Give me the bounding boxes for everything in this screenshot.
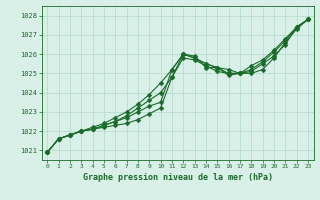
X-axis label: Graphe pression niveau de la mer (hPa): Graphe pression niveau de la mer (hPa): [83, 173, 273, 182]
